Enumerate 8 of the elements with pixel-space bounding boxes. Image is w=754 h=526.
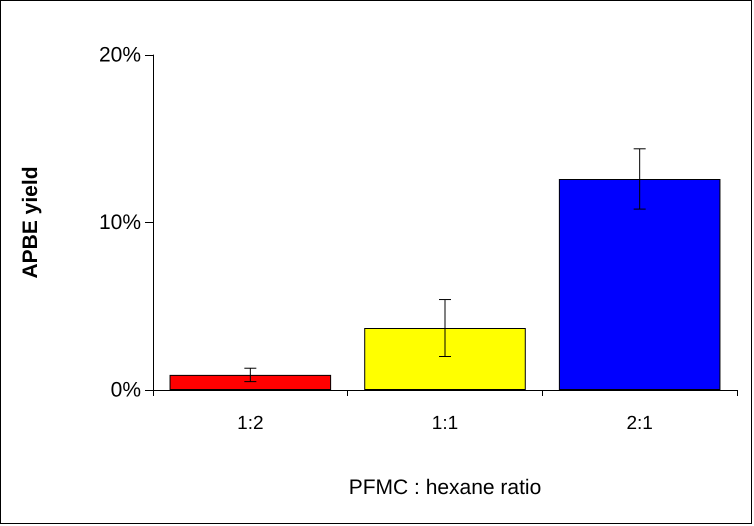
x-axis-title: PFMC : hexane ratio: [348, 476, 542, 499]
y-tick-label: 20%: [98, 44, 141, 66]
x-tick-label: 1:2: [237, 413, 264, 434]
x-tick-label: 1:1: [432, 413, 458, 434]
y-axis-title: APBE yield: [19, 166, 42, 279]
x-tick-label: 2:1: [626, 413, 653, 434]
y-tick-label: 0%: [110, 378, 141, 402]
y-tick-label: 10%: [98, 211, 141, 234]
